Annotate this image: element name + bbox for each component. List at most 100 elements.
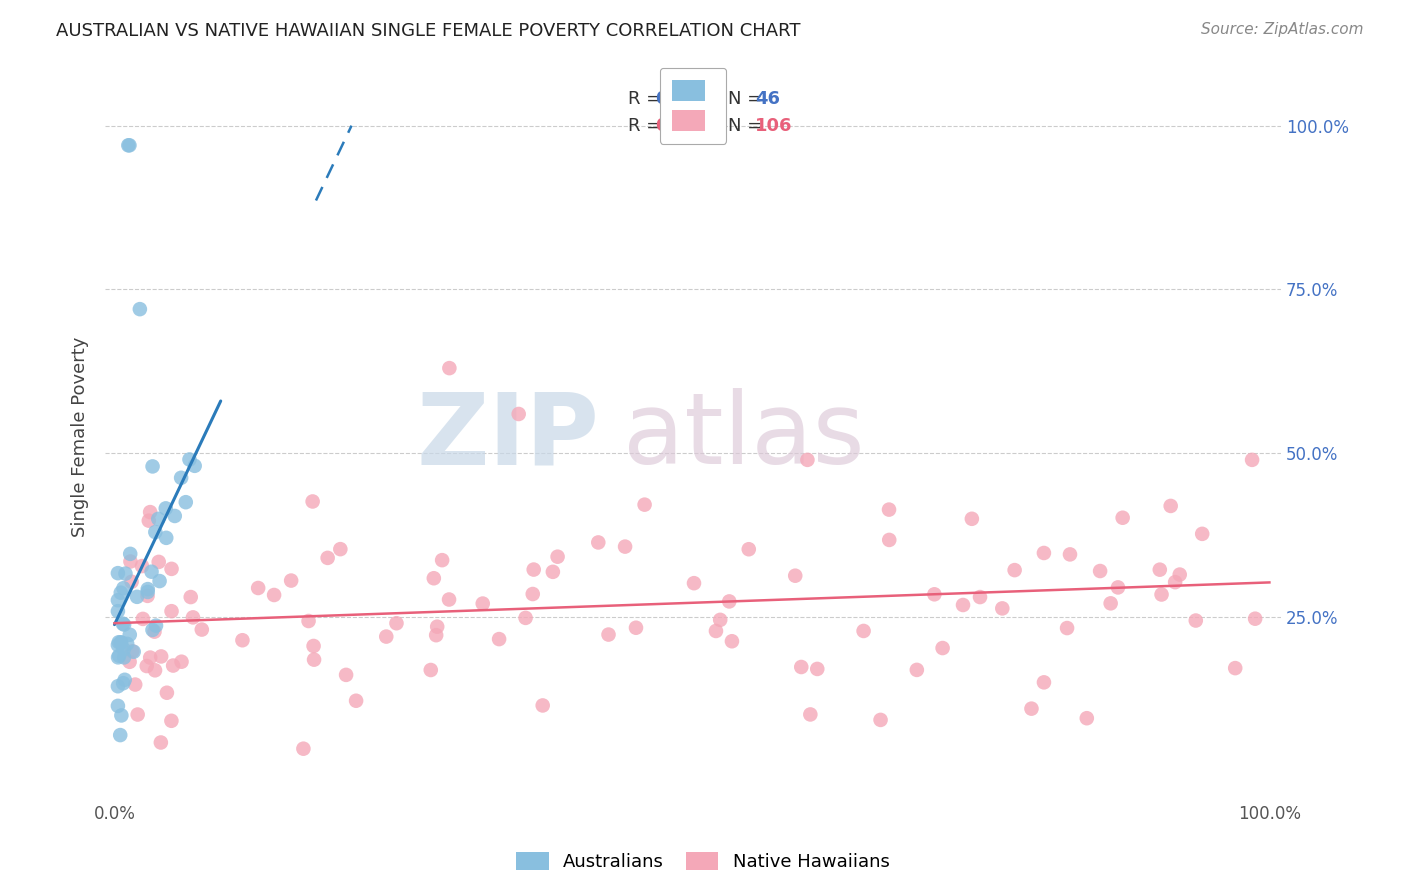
Point (1111, 510, 1133, 524)
Point (114, 566, 136, 581)
Point (132, 612, 155, 626)
Point (1076, 711, 1098, 725)
Point (302, 639, 325, 653)
Text: ZIP: ZIP (416, 388, 599, 485)
Point (141, 565, 163, 579)
Point (439, 361, 461, 376)
Point (107, 566, 129, 581)
Point (162, 658, 184, 673)
Point (117, 138, 139, 153)
Point (425, 628, 447, 642)
Point (1168, 567, 1191, 582)
Point (1191, 526, 1213, 541)
Point (588, 535, 610, 549)
Point (112, 581, 135, 595)
Point (180, 590, 202, 604)
Point (785, 568, 807, 582)
Point (877, 533, 900, 547)
Legend: Australians, Native Hawaiians: Australians, Native Hawaiians (509, 845, 897, 879)
Point (633, 498, 655, 512)
Point (924, 587, 946, 601)
Point (806, 662, 828, 676)
Point (796, 453, 818, 467)
Text: 106: 106 (755, 118, 793, 136)
Point (302, 653, 325, 667)
Point (118, 138, 141, 153)
Text: 0.099: 0.099 (655, 118, 713, 136)
Point (139, 505, 162, 519)
Point (718, 594, 741, 608)
Point (1241, 453, 1264, 467)
Point (143, 663, 166, 677)
Point (385, 616, 408, 631)
Point (107, 638, 129, 652)
Text: N =: N = (728, 90, 768, 108)
Text: 46: 46 (755, 90, 780, 108)
Point (191, 623, 214, 637)
Point (375, 630, 398, 644)
Point (141, 623, 163, 637)
Point (852, 624, 875, 638)
Point (148, 555, 170, 569)
Point (120, 554, 142, 568)
Point (738, 542, 761, 557)
Point (179, 452, 201, 467)
Point (931, 641, 953, 656)
Point (869, 713, 891, 727)
Point (709, 613, 731, 627)
Point (508, 407, 530, 421)
Point (1160, 499, 1182, 513)
Point (1150, 587, 1173, 601)
Point (531, 698, 554, 713)
Point (156, 686, 179, 700)
Point (138, 514, 160, 528)
Point (112, 617, 135, 632)
Point (301, 494, 323, 508)
Point (471, 597, 494, 611)
Point (110, 708, 132, 723)
Point (522, 587, 544, 601)
Point (110, 728, 132, 742)
Text: atlas: atlas (623, 388, 865, 485)
Point (683, 576, 706, 591)
Point (142, 459, 165, 474)
Point (170, 471, 193, 485)
Point (148, 512, 170, 526)
Point (905, 663, 928, 677)
Point (335, 668, 357, 682)
Point (145, 618, 167, 632)
Point (280, 574, 302, 588)
Point (107, 635, 129, 649)
Point (110, 635, 132, 649)
Point (423, 571, 446, 585)
Point (488, 632, 510, 646)
Point (155, 501, 177, 516)
Point (1056, 621, 1078, 635)
Point (107, 604, 129, 618)
Point (149, 735, 172, 749)
Point (1244, 612, 1267, 626)
Point (107, 650, 129, 665)
Point (329, 542, 352, 557)
Point (624, 621, 647, 635)
Point (163, 508, 186, 523)
Text: N =: N = (728, 118, 768, 136)
Point (1032, 675, 1054, 690)
Point (1099, 596, 1122, 610)
Text: R =: R = (628, 90, 668, 108)
Point (150, 649, 173, 664)
Point (541, 565, 564, 579)
Point (231, 633, 253, 648)
Point (1059, 548, 1081, 562)
Point (292, 741, 315, 756)
Point (598, 627, 620, 641)
Point (614, 540, 637, 554)
Point (136, 582, 159, 596)
Point (426, 620, 449, 634)
Point (107, 679, 129, 693)
Point (121, 644, 143, 658)
Point (790, 660, 813, 674)
Point (344, 694, 367, 708)
Point (316, 550, 339, 565)
Point (108, 648, 131, 663)
